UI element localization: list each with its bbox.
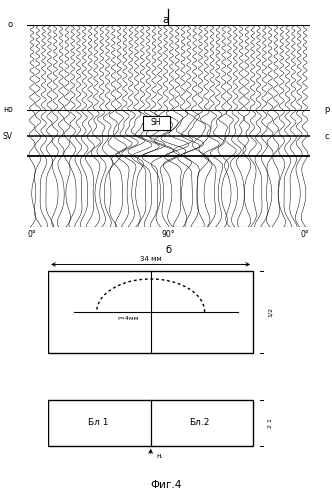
- Text: 0°: 0°: [28, 230, 37, 239]
- Text: Бл.2: Бл.2: [189, 418, 209, 428]
- Text: 2 1: 2 1: [268, 418, 273, 428]
- Text: но: но: [3, 105, 13, 114]
- Text: о: о: [8, 20, 13, 29]
- Text: Фиг.4: Фиг.4: [150, 480, 182, 490]
- Text: б: б: [165, 246, 172, 255]
- Bar: [48, 400, 253, 446]
- Bar: [142, 116, 170, 130]
- Text: 1/2: 1/2: [268, 307, 273, 317]
- Text: SV: SV: [3, 132, 13, 141]
- Text: н.: н.: [156, 453, 163, 459]
- Text: а: а: [163, 15, 169, 25]
- Text: 34 мм: 34 мм: [140, 256, 161, 262]
- Text: r=4мм: r=4мм: [117, 316, 138, 321]
- Text: с: с: [324, 132, 329, 141]
- Text: 0°: 0°: [300, 230, 309, 239]
- Bar: [48, 271, 253, 353]
- Text: SH: SH: [151, 118, 161, 127]
- Text: р: р: [324, 105, 329, 114]
- Text: 90°: 90°: [162, 230, 175, 239]
- Text: Бл 1: Бл 1: [88, 418, 108, 428]
